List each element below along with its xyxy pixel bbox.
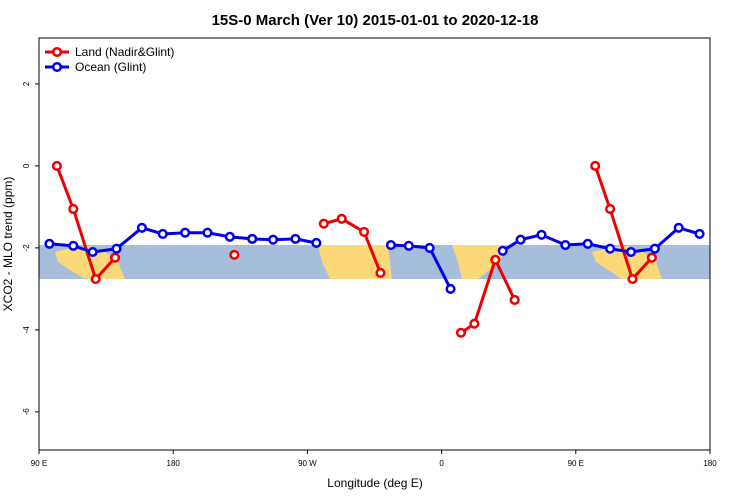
series-line	[55, 165, 653, 334]
legend-marker	[51, 46, 63, 58]
data-point	[318, 218, 329, 229]
data-point	[515, 234, 526, 245]
data-point	[336, 213, 347, 224]
legend-label: Land (Nadir&Glint)	[75, 45, 174, 59]
data-point	[625, 246, 637, 258]
data-point	[673, 222, 684, 233]
y-tick-label: -2	[22, 244, 31, 252]
data-point	[605, 243, 616, 254]
data-point	[202, 227, 213, 238]
data-point	[627, 274, 638, 285]
data-point	[68, 203, 79, 214]
data-point	[424, 242, 435, 253]
data-point	[359, 226, 370, 237]
data-point	[490, 254, 501, 265]
data-point	[649, 243, 660, 254]
y-tick-label: -6	[22, 408, 31, 416]
data-point	[311, 237, 322, 249]
data-point	[268, 234, 279, 245]
data-point	[403, 240, 414, 251]
data-point	[445, 283, 456, 294]
data-point	[605, 203, 616, 214]
x-tick-label: 180	[703, 459, 717, 468]
x-axis-label: Longitude (deg E)	[327, 476, 422, 490]
y-tick-label: 0	[22, 163, 31, 168]
data-point	[375, 267, 386, 278]
data-point	[229, 249, 240, 260]
x-tick-label: 0	[439, 459, 444, 468]
data-point	[109, 252, 121, 263]
data-point	[87, 246, 98, 258]
data-point	[224, 231, 235, 242]
x-tick-label: 90 E	[568, 459, 584, 468]
y-tick-label: -4	[22, 326, 31, 334]
data-point	[90, 274, 101, 285]
data-point	[694, 228, 705, 240]
data-point	[157, 228, 168, 240]
data-point	[68, 240, 79, 251]
data-point	[44, 238, 55, 249]
data-point	[560, 239, 571, 251]
data-point	[536, 229, 547, 240]
legend-marker	[51, 61, 63, 73]
data-point	[646, 252, 657, 263]
chart-title: 15S-0 March (Ver 10) 2015-01-01 to 2020-…	[212, 12, 539, 29]
x-tick-label: 90 E	[31, 459, 47, 468]
x-tick-label: 90 W	[298, 459, 317, 468]
y-tick-label: 2	[22, 81, 31, 86]
data-point	[469, 318, 480, 329]
data-point	[385, 239, 396, 251]
plot-frame	[38, 37, 711, 451]
data-point	[136, 222, 147, 233]
data-point	[590, 160, 601, 171]
data-point	[582, 238, 593, 249]
data-point	[497, 245, 508, 256]
data-point	[51, 160, 62, 171]
x-tick-label: 180	[167, 459, 181, 468]
data-point	[290, 233, 301, 244]
data-point	[247, 233, 258, 244]
y-axis-label: XCO2 - MLO trend (ppm)	[1, 177, 15, 312]
legend-label: Ocean (Glint)	[75, 60, 146, 74]
data-point	[509, 294, 520, 306]
data-point	[111, 243, 122, 254]
data-point	[455, 327, 467, 338]
data-point	[180, 227, 191, 238]
